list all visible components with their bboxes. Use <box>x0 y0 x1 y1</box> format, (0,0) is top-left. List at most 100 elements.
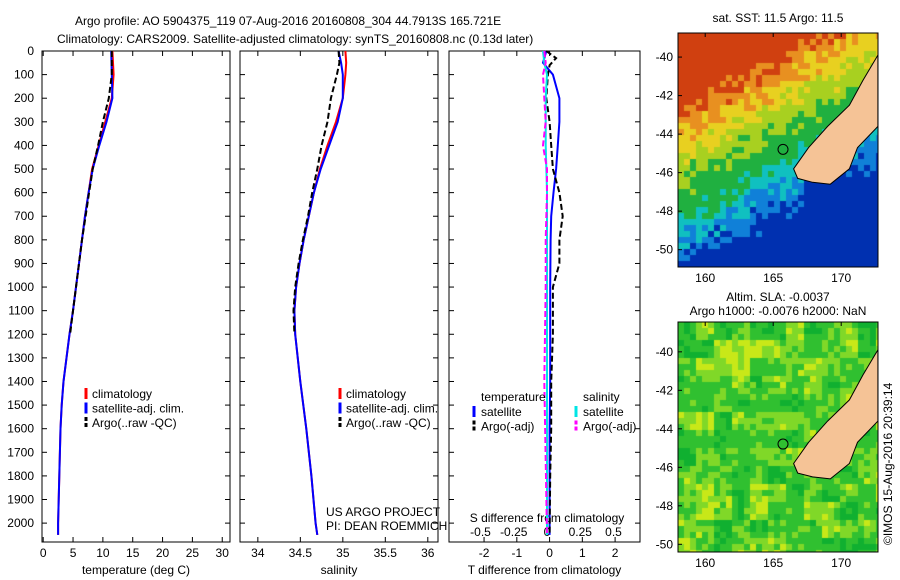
argo-position-marker <box>777 143 789 155</box>
depth-ytick-label: 500 <box>14 162 34 176</box>
depth-ytick-label: 1800 <box>7 469 34 483</box>
temperature-xtick-label: 25 <box>186 546 200 560</box>
difference-xtick-label: 1 <box>579 546 586 560</box>
salinity-xtick-label: 34.5 <box>289 546 313 560</box>
sla-map-subtitle: Argo h1000: -0.0076 h2000: NaN <box>690 304 867 318</box>
depth-ytick-label: 1400 <box>7 374 34 388</box>
temperature-xtick-label: 0 <box>40 546 47 560</box>
temperature-xlabel: temperature (deg C) <box>82 563 190 577</box>
map-ytick-label: -44 <box>656 422 674 436</box>
depth-ytick-label: 400 <box>14 138 34 152</box>
legend-label: Argo(..raw -QC) <box>92 416 177 430</box>
difference-xtick-label: -2 <box>479 546 490 560</box>
legend-label: Argo(-adj) <box>481 420 534 434</box>
salinity-series-argo-raw-qc- <box>292 50 341 335</box>
map-xtick-label: 160 <box>695 556 715 570</box>
title-line1: Argo profile: AO 5904375_119 07-Aug-2016… <box>75 14 501 28</box>
map-ytick-label: -42 <box>656 89 674 103</box>
depth-ytick-label: 300 <box>14 115 34 129</box>
depth-ytick-label: 0 <box>27 44 34 58</box>
legend-label: satellite-adj. clim. <box>92 402 184 416</box>
sla-map-title: Altim. SLA: -0.0037 <box>726 290 830 304</box>
sst-map-frame <box>677 32 879 268</box>
s-diff-xtick-label: 0.5 <box>605 525 622 539</box>
legend-label: Argo(-adj) <box>583 420 636 434</box>
salinity-xtick-label: 35.5 <box>374 546 398 560</box>
depth-ytick-label: 1700 <box>7 445 34 459</box>
temperature-xtick-label: 30 <box>216 546 230 560</box>
depth-ytick-label: 1500 <box>7 398 34 412</box>
argo-position-marker <box>777 438 789 450</box>
depth-ytick-label: 1300 <box>7 351 34 365</box>
map-xtick-label: 170 <box>831 271 851 285</box>
depth-ytick-label: 600 <box>14 186 34 200</box>
map-ytick-label: -44 <box>656 127 674 141</box>
s-diff-xtick-label: -0.25 <box>500 525 528 539</box>
temperature-xtick-label: 5 <box>70 546 77 560</box>
depth-ytick-label: 1000 <box>7 280 34 294</box>
difference-series-t-argo-adj- <box>545 50 564 535</box>
legend-label: satellite <box>481 405 522 419</box>
legend-label: climatology <box>92 387 152 401</box>
map-ytick-label: -48 <box>656 499 674 513</box>
temperature-series-argo-raw-qc- <box>69 51 113 335</box>
map-xtick-label: 165 <box>763 271 783 285</box>
s-diff-xtick-label: 0.25 <box>569 525 593 539</box>
title-line2: Climatology: CARS2009. Satellite-adjuste… <box>57 32 533 46</box>
depth-ytick-label: 1200 <box>7 327 34 341</box>
salinity-axes-box <box>239 50 439 543</box>
depth-ytick-label: 1100 <box>8 304 34 318</box>
depth-ytick-label: 1900 <box>7 493 34 507</box>
imos-credit: ©IMOS 15-Aug-2016 20:39:14 <box>881 382 895 545</box>
map-xtick-label: 170 <box>831 556 851 570</box>
temperature-axes-box <box>41 50 231 543</box>
depth-ytick-label: 2000 <box>7 516 34 530</box>
map-ytick-label: -50 <box>656 243 674 257</box>
depth-ytick-label: 900 <box>14 256 34 270</box>
legend-header: salinity <box>583 390 620 404</box>
south-island-land <box>793 348 879 480</box>
map-ytick-label: -42 <box>656 383 674 397</box>
depth-ytick-label: 700 <box>14 209 34 223</box>
map-ytick-label: -50 <box>656 537 674 551</box>
legend-label: satellite <box>583 405 624 419</box>
temperature-xtick-label: 15 <box>126 546 140 560</box>
salinity-xtick-label: 35 <box>336 546 350 560</box>
south-island-land <box>793 53 879 185</box>
salinity-series-climatology <box>293 50 348 536</box>
salinity-xtick-label: 36 <box>421 546 435 560</box>
s-diff-xtick-label: -0.5 <box>470 525 491 539</box>
legend-label: Argo(..raw -QC) <box>346 416 431 430</box>
temperature-xtick-label: 10 <box>96 546 110 560</box>
salinity-xlabel: salinity <box>321 563 358 577</box>
map-xtick-label: 165 <box>763 556 783 570</box>
depth-ytick-label: 1600 <box>7 422 34 436</box>
map-ytick-label: -40 <box>656 345 674 359</box>
depth-ytick-label: 800 <box>14 233 34 247</box>
difference-series-s-argo-adj- <box>541 50 548 535</box>
difference-xtick-label: -1 <box>511 546 522 560</box>
sla-map-frame <box>677 321 879 553</box>
temperature-series-satellite-adj-clim- <box>57 50 114 535</box>
legend-label: climatology <box>346 387 406 401</box>
legend-label: satellite-adj. clim. <box>346 402 438 416</box>
map-ytick-label: -40 <box>656 50 674 64</box>
map-xtick-label: 160 <box>695 271 715 285</box>
temperature-xtick-label: 20 <box>156 546 170 560</box>
project-credit: US ARGO PROJECT <box>326 505 441 519</box>
salinity-xtick-label: 34 <box>251 546 265 560</box>
map-ytick-label: -48 <box>656 204 674 218</box>
map-ytick-label: -46 <box>656 166 674 180</box>
difference-series-t-satellite <box>541 50 561 535</box>
depth-ytick-label: 100 <box>14 68 34 82</box>
map-ytick-label: -46 <box>656 460 674 474</box>
depth-ytick-label: 200 <box>14 91 34 105</box>
difference-xtick-label: 0 <box>546 546 553 560</box>
sst-map-title: sat. SST: 11.5 Argo: 11.5 <box>713 11 844 25</box>
pi-credit: PI: DEAN ROEMMICH <box>326 519 447 533</box>
difference-xtick-label: 2 <box>612 546 619 560</box>
legend-header: temperature <box>481 390 546 404</box>
difference-xlabel: T difference from climatology <box>468 563 622 577</box>
